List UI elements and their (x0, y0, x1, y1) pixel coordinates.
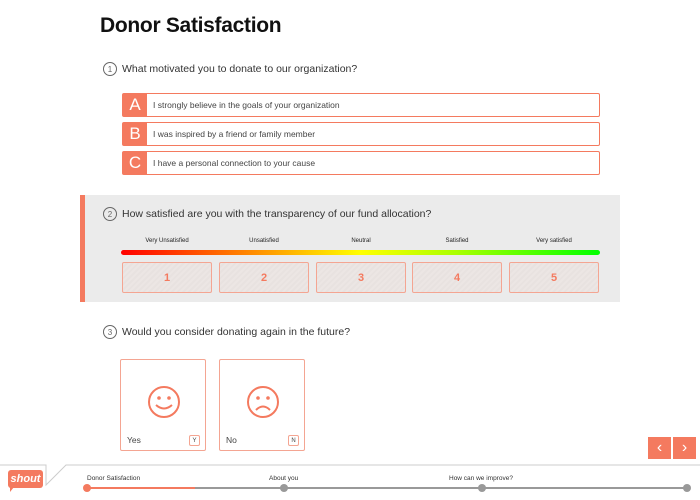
no-label: No (226, 435, 237, 445)
question-text: How satisfied are you with the transpare… (122, 208, 432, 220)
option-b[interactable]: B I was inspired by a friend or family me… (122, 122, 600, 146)
rating-3-button[interactable]: 3 (316, 262, 406, 293)
question-number: 1 (103, 62, 117, 76)
scale-label: Neutral (351, 238, 371, 244)
scale-label: Satisfied (445, 238, 469, 244)
previous-button[interactable]: ‹ (648, 437, 671, 459)
footer-divider (0, 464, 700, 487)
logo-text: shout (10, 473, 41, 485)
option-letter: C (123, 152, 147, 174)
option-label: I strongly believe in the goals of your … (153, 100, 340, 110)
smiley-face-icon (148, 386, 180, 418)
option-letter: B (123, 123, 147, 145)
page-title: Donor Satisfaction (100, 14, 282, 37)
chevron-right-icon: › (681, 439, 688, 456)
option-label: I was inspired by a friend or family mem… (153, 129, 316, 139)
step-dot-3[interactable] (478, 484, 486, 492)
question-number: 2 (103, 207, 117, 221)
question-text: Would you consider donating again in the… (122, 326, 351, 338)
yes-option[interactable]: Yes Y (120, 359, 206, 451)
option-a[interactable]: A I strongly believe in the goals of your… (122, 93, 600, 117)
rating-2-button[interactable]: 2 (219, 262, 309, 293)
step-label: Donor Satisfaction (87, 475, 141, 482)
next-button[interactable]: › (673, 437, 696, 459)
option-label: I have a personal connection to your cau… (153, 158, 316, 168)
no-key-hint: N (288, 435, 299, 446)
yes-key-hint: Y (189, 435, 200, 446)
rating-4-button[interactable]: 4 (412, 262, 502, 293)
step-dot-1[interactable] (83, 484, 91, 492)
sad-face-icon (247, 386, 279, 418)
step-label: How can we improve? (449, 475, 513, 482)
scale-label: Unsatisfied (249, 238, 279, 244)
logo-tail (10, 487, 14, 492)
progress-fill (87, 487, 195, 489)
step-dot-2[interactable] (280, 484, 288, 492)
option-c[interactable]: C I have a personal connection to your ca… (122, 151, 600, 175)
step-label: About you (269, 475, 299, 482)
progress-track (87, 487, 687, 489)
chevron-left-icon: ‹ (656, 439, 663, 456)
shout-logo: shout (8, 470, 43, 488)
question-number: 3 (103, 325, 117, 339)
question-text: What motivated you to donate to our orga… (122, 63, 358, 75)
option-letter: A (123, 94, 147, 116)
rating-5-button[interactable]: 5 (509, 262, 599, 293)
no-option[interactable]: No N (219, 359, 305, 451)
scale-label: Very Unsatisfied (145, 238, 189, 244)
step-dot-end[interactable] (683, 484, 691, 492)
yes-label: Yes (127, 435, 141, 445)
scale-label: Very satisfied (536, 238, 572, 244)
rating-1-button[interactable]: 1 (122, 262, 212, 293)
satisfaction-gradient-bar (121, 250, 600, 255)
